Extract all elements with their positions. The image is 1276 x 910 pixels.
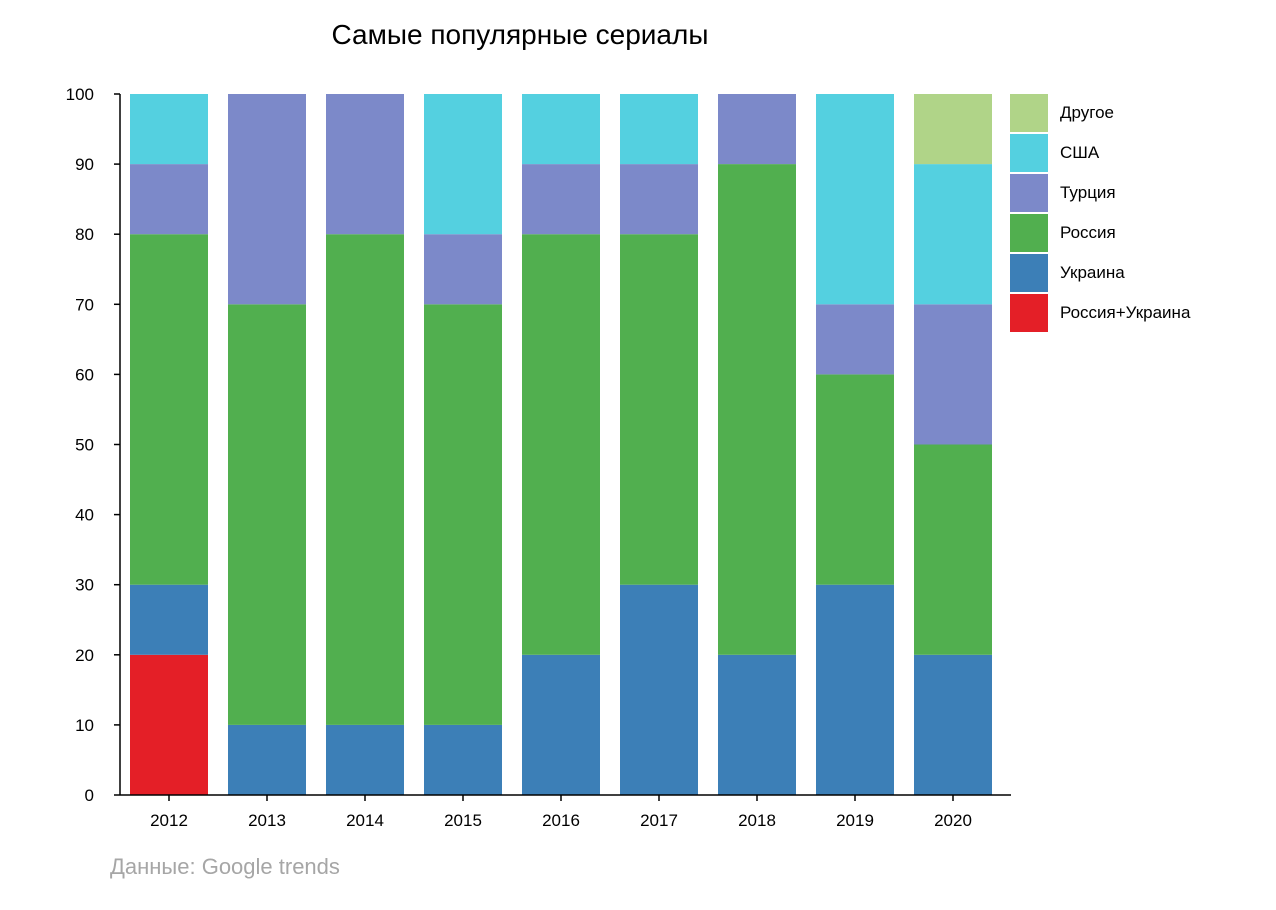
bar-segment: [522, 654, 600, 795]
bar-segment: [718, 94, 796, 165]
bar-segment: [816, 374, 894, 585]
legend-item: Россия: [1010, 214, 1116, 252]
y-tick-label: 40: [75, 506, 94, 525]
bars-group: [130, 94, 992, 795]
x-tick-label: 2018: [738, 811, 776, 830]
y-tick-label: 50: [75, 436, 94, 455]
bar-segment: [424, 234, 502, 305]
legend-item: США: [1010, 134, 1100, 172]
x-tick-label: 2014: [346, 811, 384, 830]
legend: Другое США Турция Россия Украина Россия+Украи…: [1010, 94, 1191, 332]
x-tick-label: 2015: [444, 811, 482, 830]
bar-segment: [326, 234, 404, 725]
legend-item: Россия+Украина: [1010, 294, 1191, 332]
x-tick-label: 2012: [150, 811, 188, 830]
y-tick-label: 30: [75, 576, 94, 595]
legend-swatch: [1010, 254, 1048, 292]
bar-segment: [718, 654, 796, 795]
bar-segment: [424, 94, 502, 235]
bar-segment: [130, 164, 208, 235]
bar-segment: [522, 94, 600, 165]
bar-segment: [718, 164, 796, 655]
legend-label: Украина: [1060, 263, 1125, 282]
source-note: Данные: Google trends: [110, 854, 340, 879]
legend-label: Россия+Украина: [1060, 303, 1191, 322]
bar-segment: [620, 584, 698, 795]
legend-swatch: [1010, 294, 1048, 332]
legend-item: Другое: [1010, 94, 1114, 132]
x-tick-label: 2017: [640, 811, 678, 830]
bar-segment: [228, 724, 306, 795]
bar-segment: [914, 164, 992, 305]
y-tick-label: 10: [75, 716, 94, 735]
bar-segment: [130, 654, 208, 795]
bar-segment: [620, 164, 698, 235]
y-tick-label: 100: [66, 85, 94, 104]
y-tick-label: 90: [75, 155, 94, 174]
bar-segment: [816, 304, 894, 375]
x-tick-label: 2019: [836, 811, 874, 830]
bar-segment: [130, 584, 208, 655]
y-tick-label: 20: [75, 646, 94, 665]
legend-label: Россия: [1060, 223, 1116, 242]
y-tick-label: 0: [85, 786, 94, 805]
bar-segment: [914, 94, 992, 165]
bar-segment: [914, 654, 992, 795]
legend-swatch: [1010, 94, 1048, 132]
bar-segment: [816, 94, 894, 305]
chart-title: Самые популярные сериалы: [332, 19, 709, 50]
legend-item: Украина: [1010, 254, 1125, 292]
bar-segment: [326, 724, 404, 795]
bar-segment: [424, 304, 502, 725]
bar-segment: [620, 234, 698, 585]
bar-segment: [424, 724, 502, 795]
legend-swatch: [1010, 174, 1048, 212]
x-tick-label: 2013: [248, 811, 286, 830]
legend-swatch: [1010, 134, 1048, 172]
bar-segment: [228, 304, 306, 725]
bar-segment: [130, 94, 208, 165]
x-axis: 2012 2013 2014 2015 2016 2017 2018 2019 2020: [120, 794, 1011, 830]
legend-swatch: [1010, 214, 1048, 252]
legend-label: США: [1060, 143, 1100, 162]
bar-segment: [130, 234, 208, 585]
legend-item: Турция: [1010, 174, 1116, 212]
x-tick-label: 2016: [542, 811, 580, 830]
bar-segment: [228, 94, 306, 305]
bar-segment: [914, 304, 992, 445]
bar-segment: [326, 94, 404, 235]
bar-segment: [522, 164, 600, 235]
y-tick-label: 70: [75, 295, 94, 314]
y-axis: 0 10 20 30 40 50 60 70 80 90 100: [66, 85, 121, 805]
bar-segment: [816, 584, 894, 795]
bar-segment: [522, 234, 600, 655]
y-tick-label: 60: [75, 365, 94, 384]
x-tick-label: 2020: [934, 811, 972, 830]
legend-label: Турция: [1060, 183, 1116, 202]
bar-segment: [914, 444, 992, 655]
bar-segment: [620, 94, 698, 165]
legend-label: Другое: [1060, 103, 1114, 122]
y-tick-label: 80: [75, 225, 94, 244]
